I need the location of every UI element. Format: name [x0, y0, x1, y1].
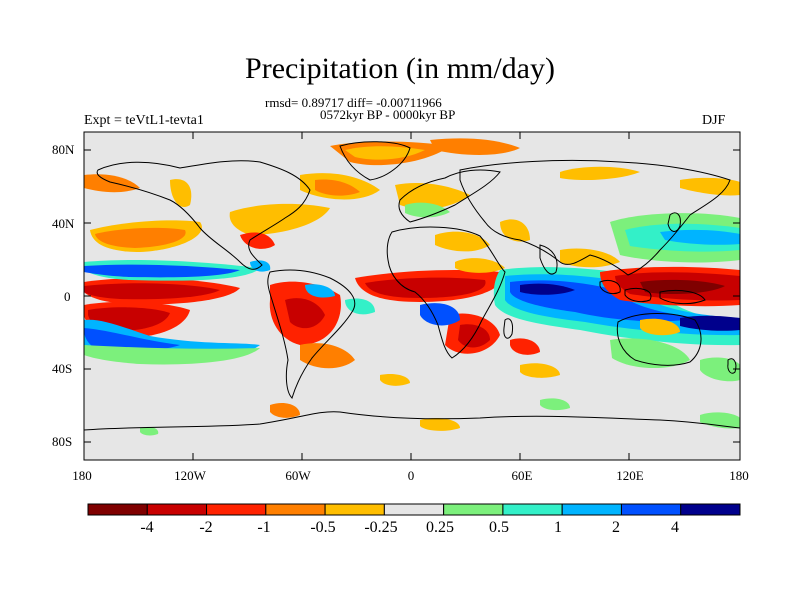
colorbar-box [87, 503, 148, 516]
anomaly-patch [300, 343, 355, 369]
x-tick-label: 120E [616, 468, 644, 483]
anomaly-patch [84, 174, 140, 193]
anomaly-patch [365, 277, 486, 298]
coastline-new-zealand [727, 358, 737, 374]
anomaly-patch [170, 179, 192, 208]
anomaly-patch [540, 398, 570, 411]
anomaly-patch [420, 417, 460, 431]
x-tick-label: 0 [407, 468, 415, 483]
anomaly-patch [315, 179, 360, 196]
coastlines [84, 141, 740, 431]
colorbar-label: -4 [140, 519, 154, 536]
y-tick-label: 80N [52, 142, 75, 157]
y-tick-label: 80S [52, 434, 73, 449]
stats-line: rmsd= 0.89717 diff= -0.00711966 [265, 95, 442, 110]
anomaly-patch [345, 146, 425, 160]
x-tick-label: 120W [174, 468, 206, 483]
period-line: 0572kyr BP - 0000kyr BP [320, 107, 456, 122]
x-tick-label: 60E [511, 468, 533, 483]
x-tick-label: 180 [729, 468, 749, 483]
anomaly-patch [700, 357, 740, 382]
colorbar-label: -2 [199, 519, 213, 536]
anomaly-patch [560, 166, 640, 180]
anomaly-patch [84, 328, 180, 351]
anomaly-patch [380, 373, 410, 386]
anomaly-patch [285, 298, 325, 329]
colorbar-box [620, 503, 682, 516]
anomaly-patch [430, 138, 520, 155]
colorbar-label: 0.5 [489, 519, 509, 536]
coastline-island [659, 289, 706, 305]
y-tick-label: 0 [64, 289, 71, 304]
coastline-north-america [96, 160, 311, 270]
anomaly-patch [520, 283, 575, 295]
anomaly-patch [500, 219, 530, 242]
anomaly-patch [405, 202, 450, 218]
anomaly-patch [680, 177, 740, 196]
x-tick-label: 60W [285, 468, 311, 483]
anomaly-patch [510, 338, 540, 355]
anomaly-patch [640, 279, 725, 294]
colorbar-box [206, 503, 267, 516]
coastline-south-america [267, 269, 356, 399]
coastline-australia [616, 313, 702, 366]
anomaly-patch [520, 363, 560, 378]
x-tick-label: 180 [72, 468, 92, 483]
coastline-asia [459, 159, 731, 276]
coastline-antarctica [84, 411, 740, 431]
coastline-africa [386, 226, 506, 359]
colorbar-label: 4 [671, 519, 679, 536]
axis-ticks [83, 132, 741, 460]
anomaly-patch [140, 426, 159, 436]
colorbar-box [383, 503, 445, 516]
coastline-japan [667, 212, 681, 232]
y-tick-label: 40S [52, 361, 73, 376]
coastline-island [599, 279, 621, 295]
anomaly-patch [660, 229, 740, 245]
anomaly-patch [270, 403, 300, 418]
coastline-greenland [339, 141, 411, 181]
season-label: DJF [702, 113, 726, 128]
experiment-label: Expt = teVtL1-tevta1 [84, 113, 204, 128]
colorbar-box [502, 503, 563, 516]
colorbar-label: 2 [612, 519, 620, 536]
anomaly-patch [84, 345, 260, 365]
colorbar-box [146, 503, 208, 516]
colorbar-label: -0.5 [310, 519, 336, 536]
precip-anomaly-field [84, 138, 740, 436]
colorbar-label: 0.25 [426, 519, 454, 536]
colorbar-label: -0.25 [364, 519, 398, 536]
anomaly-patch [610, 338, 690, 369]
anomaly-patch [305, 284, 335, 298]
colorbar-box [324, 503, 385, 516]
coastline-india [539, 244, 558, 275]
anomaly-patch [95, 227, 186, 248]
colorbar-box [443, 503, 504, 516]
colorbar-box [265, 503, 326, 516]
coastline-europe [398, 169, 501, 223]
colorbar-box [561, 503, 622, 516]
anomaly-patch [435, 231, 490, 252]
y-tick-label: 40N [52, 216, 75, 231]
anomaly-patch [640, 318, 680, 336]
anomaly-patch [458, 324, 490, 348]
coastline-island [624, 287, 652, 303]
colorbar-box [680, 503, 741, 516]
chart-title: Precipitation (in mm/day) [245, 52, 555, 85]
colorbar-label: -1 [257, 519, 271, 536]
anomaly-patch [229, 203, 330, 235]
coastline-madagascar [503, 318, 513, 339]
anomaly-patch [84, 283, 220, 300]
anomaly-patch [455, 258, 505, 273]
anomaly-patch [84, 264, 240, 278]
colorbar-label: 1 [554, 519, 562, 536]
colorbar [87, 503, 741, 516]
